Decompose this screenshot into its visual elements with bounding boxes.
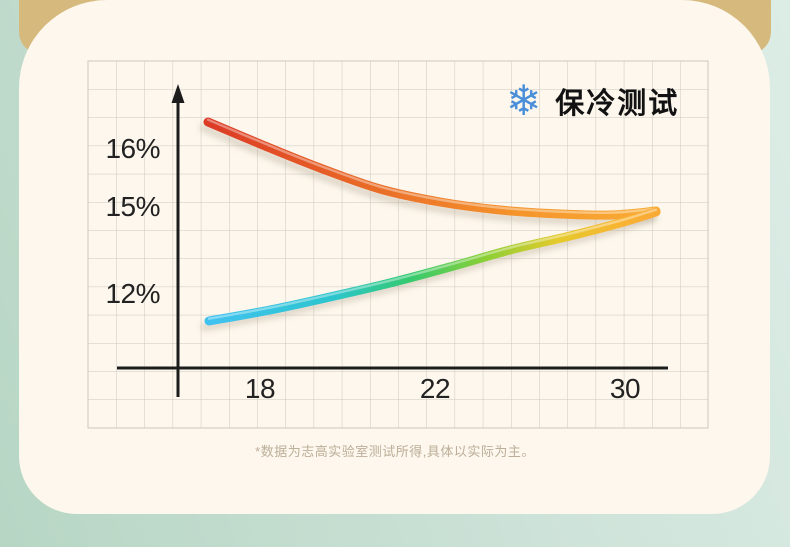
y-tick-12: 12% (105, 278, 160, 309)
chart-title: ❄ 保冷测试 (506, 78, 679, 124)
x-tick-22: 22 (419, 373, 451, 404)
descending-curve-red-to-orange (203, 117, 661, 220)
ascending-curve-cyan-green-yellow (204, 207, 661, 326)
y-tick-15: 15% (105, 191, 160, 222)
footnote-text: *数据为志高实验室测试所得,具体以实际为主。 (255, 444, 535, 459)
snowflake-icon: ❄ (506, 77, 542, 124)
descending-curve-red-to-orange-highlight (206, 118, 658, 215)
curves-layer (203, 117, 661, 326)
y-tick-16: 16% (105, 133, 160, 164)
x-tick-18: 18 (244, 373, 276, 404)
axes (117, 84, 668, 397)
chart-title-text: 保冷测试 (555, 88, 680, 120)
y-axis-arrowhead (171, 84, 185, 103)
x-tick-30: 30 (609, 373, 641, 404)
ascending-curve-cyan-green-yellow-highlight (207, 208, 658, 320)
